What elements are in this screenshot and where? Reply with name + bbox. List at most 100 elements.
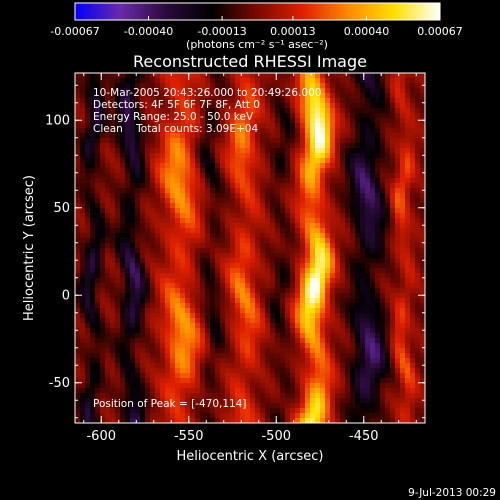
heatmap-cell [240,278,246,284]
heatmap-cell [290,193,296,199]
heatmap-cell [175,88,181,94]
heatmap-cell [170,108,176,114]
heatmap-cell [290,308,296,314]
heatmap-cell [350,333,356,339]
heatmap-cell [200,413,206,419]
heatmap-cell [175,233,181,239]
heatmap-cell [335,223,341,229]
heatmap-cell [295,398,301,404]
heatmap-cell [80,393,86,399]
heatmap-cell [220,218,226,224]
heatmap-cell [185,368,191,374]
heatmap-cell [380,88,386,94]
heatmap-cell [85,258,91,264]
heatmap-cell [175,253,181,259]
heatmap-cell [175,203,181,209]
heatmap-cell [380,188,386,194]
heatmap-cell [190,228,196,234]
heatmap-cell [105,278,111,284]
heatmap-cell [240,293,246,299]
heatmap-cell [190,183,196,189]
heatmap-cell [420,303,425,309]
heatmap-cell [135,393,141,399]
heatmap-cell [225,358,231,364]
heatmap-cell [155,98,161,104]
heatmap-cell [395,173,401,179]
heatmap-cell [240,323,246,329]
heatmap-cell [130,278,136,284]
heatmap-cell [290,258,296,264]
heatmap-cell [395,213,401,219]
heatmap-cell [310,303,316,309]
heatmap-cell [80,328,86,334]
heatmap-cell [255,388,261,394]
heatmap-cell [385,163,391,169]
heatmap-cell [135,408,141,414]
heatmap-cell [245,273,251,279]
heatmap-cell [195,368,201,374]
heatmap-cell [360,123,366,129]
heatmap-cell [215,363,221,369]
heatmap-cell [225,413,231,419]
heatmap-cell [360,108,366,114]
heatmap-cell [110,313,116,319]
heatmap-cell [415,323,421,329]
heatmap-cell [225,143,231,149]
heatmap-cell [105,263,111,269]
heatmap-cell [80,168,86,174]
heatmap-cell [355,118,361,124]
heatmap-cell [310,193,316,199]
heatmap-cell [155,393,161,399]
heatmap-cell [95,173,101,179]
heatmap-cell [145,223,151,229]
heatmap-cell [250,143,256,149]
heatmap-cell [140,333,146,339]
heatmap-cell [350,168,356,174]
heatmap-cell [115,78,121,84]
heatmap-cell [215,318,221,324]
heatmap-cell [145,123,151,129]
heatmap-cell [80,308,86,314]
heatmap-cell [165,88,171,94]
heatmap-cell [295,338,301,344]
heatmap-cell [195,318,201,324]
heatmap-cell [275,93,281,99]
heatmap-cell [370,208,376,214]
heatmap-cell [85,93,91,99]
heatmap-cell [185,163,191,169]
heatmap-cell [285,158,291,164]
heatmap-cell [280,243,286,249]
heatmap-cell [415,233,421,239]
heatmap-cell [235,233,241,239]
heatmap-cell [320,268,326,274]
heatmap-cell [215,198,221,204]
heatmap-cell [230,178,236,184]
heatmap-cell [185,348,191,354]
heatmap-cell [280,108,286,114]
heatmap-cell [310,353,316,359]
heatmap-cell [220,73,226,79]
heatmap-cell [200,398,206,404]
heatmap-cell [180,348,186,354]
heatmap-cell [420,238,425,244]
heatmap-cell [385,98,391,104]
heatmap-cell [250,133,256,139]
heatmap-cell [265,108,271,114]
heatmap-cell [410,118,416,124]
heatmap-cell [180,83,186,89]
heatmap-cell [100,193,106,199]
heatmap-cell [175,273,181,279]
heatmap-cell [155,363,161,369]
heatmap-cell [305,328,311,334]
heatmap-cell [240,268,246,274]
heatmap-cell [105,413,111,419]
heatmap-cell [125,128,131,134]
heatmap-cell [220,363,226,369]
heatmap-cell [75,233,81,239]
heatmap-cell [325,418,331,423]
heatmap-cell [420,288,425,294]
heatmap-cell [320,223,326,229]
heatmap-cell [400,248,406,254]
heatmap-cell [215,383,221,389]
heatmap-cell [370,198,376,204]
